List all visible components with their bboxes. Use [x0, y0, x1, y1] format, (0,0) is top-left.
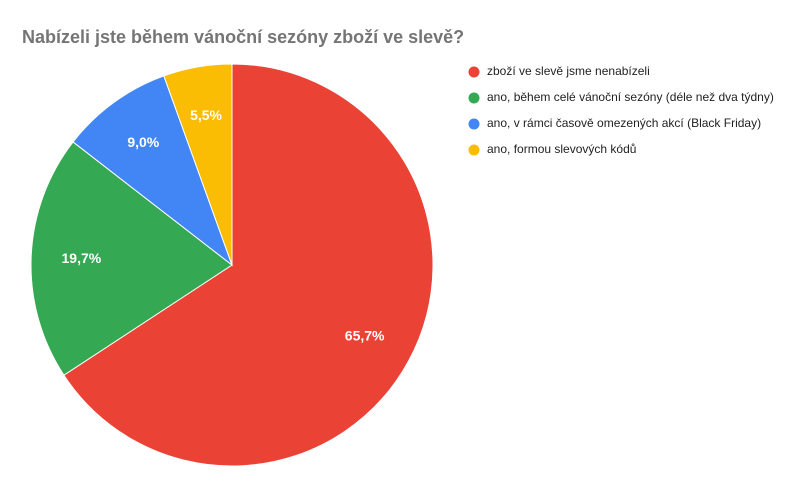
legend-label: ano, formou slevových kódů: [487, 142, 636, 156]
legend-label: ano, v rámci časově omezených akcí (Blac…: [487, 116, 761, 130]
pie-slice: [30, 141, 233, 376]
pie-slice: [163, 63, 233, 266]
legend-marker: [468, 92, 480, 104]
chart-title: Nabízeli jste během vánoční sezóny zboží…: [22, 27, 464, 47]
pie-slice: [63, 63, 434, 467]
legend-label: zboží ve slevě jsme nenabízeli: [487, 64, 650, 78]
legend-label: ano, během celé vánoční sezóny (déle než…: [487, 90, 774, 104]
slice-label: 65,7%: [345, 327, 385, 343]
legend-marker: [468, 118, 480, 130]
legend-marker: [468, 66, 480, 78]
pie-slice: [72, 75, 234, 267]
legend-marker: [468, 144, 480, 156]
slice-label: 9,0%: [127, 134, 159, 150]
slice-label: 5,5%: [190, 107, 222, 123]
slice-label: 19,7%: [62, 250, 102, 266]
